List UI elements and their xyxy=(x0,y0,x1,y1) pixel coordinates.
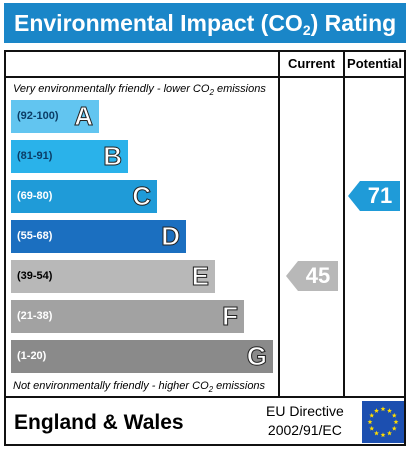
star-icon xyxy=(369,425,375,431)
note-bottom: Not environmentally friendly - higher CO… xyxy=(13,380,266,395)
star-icon xyxy=(393,419,399,425)
star-icon xyxy=(367,419,373,425)
divider-potential xyxy=(343,52,345,398)
star-icon xyxy=(369,412,375,418)
band-letter: G xyxy=(246,341,267,372)
star-icon xyxy=(374,408,379,413)
band-letter: A xyxy=(74,101,94,132)
title-text-end: ) Rating xyxy=(310,10,397,36)
directive-line-2: 2002/91/EC xyxy=(267,422,342,438)
star-icon xyxy=(374,430,379,436)
column-header-current: Current xyxy=(288,56,335,71)
divider-header xyxy=(6,76,404,78)
band-range: (1-20) xyxy=(17,350,47,362)
star-icon xyxy=(380,432,386,438)
band-letter: D xyxy=(161,221,181,252)
band-g: (1-20) G xyxy=(11,340,273,373)
band-d: (55-68) D xyxy=(11,220,186,253)
note-top: Very environmentally friendly - lower CO… xyxy=(13,83,266,98)
star-icon xyxy=(391,412,397,418)
divider-footer xyxy=(6,396,404,398)
potential-rating-arrow: 71 xyxy=(348,181,400,211)
band-letter: B xyxy=(103,141,123,172)
band-range: (81-91) xyxy=(17,150,53,162)
band-letter: C xyxy=(132,181,152,212)
potential-rating-value: 71 xyxy=(367,183,393,208)
band-range: (92-100) xyxy=(17,110,59,122)
arrow-shape xyxy=(286,261,338,291)
star-icon xyxy=(391,425,397,431)
band-letter: E xyxy=(191,261,209,292)
star-icon xyxy=(387,408,392,413)
title-subscript: 2 xyxy=(302,22,311,38)
band-c: (69-80) C xyxy=(11,180,157,213)
band-a: (92-100) A xyxy=(11,100,99,133)
band-letter: F xyxy=(222,301,239,332)
band-range: (21-38) xyxy=(17,310,53,322)
band-range: (55-68) xyxy=(17,230,53,242)
arrow-shape xyxy=(348,181,400,211)
current-rating-arrow: 45 xyxy=(286,261,338,291)
band-range: (69-80) xyxy=(17,190,53,202)
directive-line-1: EU Directive xyxy=(266,403,344,419)
footer-region: England & Wales xyxy=(14,411,184,434)
current-rating-value: 45 xyxy=(305,263,331,288)
eu-flag-stars xyxy=(367,406,399,438)
column-header-potential: Potential xyxy=(347,56,402,71)
band-b: (81-91) B xyxy=(11,140,128,173)
eu-directive: EU Directive 2002/91/EC xyxy=(266,402,344,440)
star-icon xyxy=(380,406,386,412)
star-icon xyxy=(387,430,392,436)
band-range: (39-54) xyxy=(17,270,53,282)
rating-frame: Current Potential Very environmentally f… xyxy=(4,50,406,446)
title-text: Environmental Impact (CO xyxy=(14,10,303,36)
page-title: Environmental Impact (CO2) Rating xyxy=(4,3,406,43)
eu-flag-icon xyxy=(362,401,404,443)
divider-current xyxy=(278,52,280,398)
band-e: (39-54) E xyxy=(11,260,215,293)
band-f: (21-38) F xyxy=(11,300,244,333)
